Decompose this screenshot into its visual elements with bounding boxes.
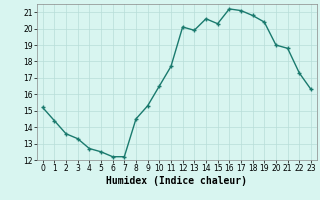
X-axis label: Humidex (Indice chaleur): Humidex (Indice chaleur) xyxy=(106,176,247,186)
